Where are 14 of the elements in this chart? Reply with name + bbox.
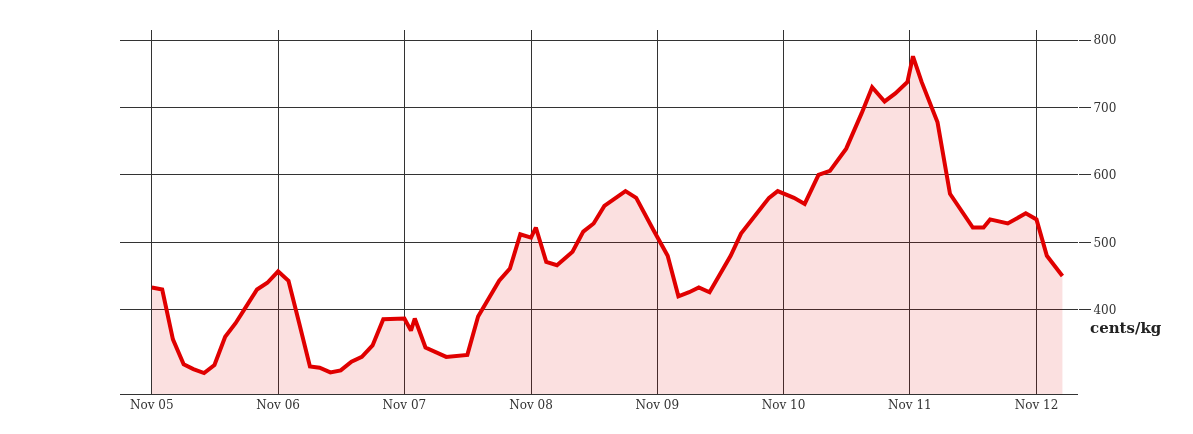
y-tick-label: 700 (1093, 100, 1117, 115)
y-axis-title: cents/kg (1090, 319, 1162, 337)
x-tick-label: Nov 11 (888, 398, 932, 413)
x-tick-label: Nov 09 (635, 398, 680, 413)
x-tick-label: Nov 12 (1014, 398, 1059, 413)
x-tick-label: Nov 10 (761, 398, 806, 413)
x-tick-label: Nov 07 (382, 398, 427, 413)
x-tick-label: Nov 05 (130, 398, 174, 413)
x-tick-label: Nov 06 (256, 398, 300, 413)
y-tick-label: 600 (1093, 168, 1117, 183)
y-tick-label: 400 (1093, 302, 1117, 317)
y-tick-label: 500 (1093, 235, 1117, 250)
y-tick-label: 800 (1093, 33, 1117, 48)
x-tick-label: Nov 08 (509, 398, 553, 413)
